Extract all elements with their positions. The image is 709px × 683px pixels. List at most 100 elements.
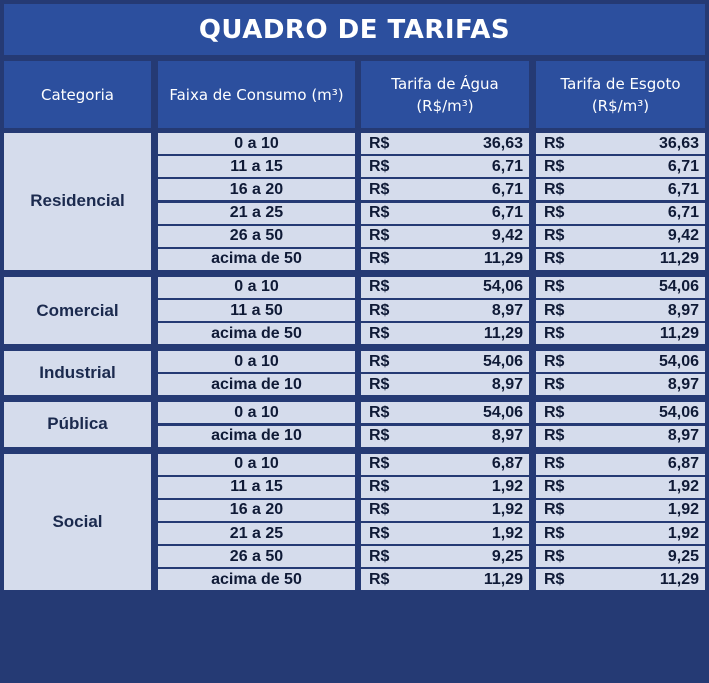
faixa-cell: 26 a 50 [158, 546, 355, 568]
currency-label: R$ [369, 427, 390, 445]
currency-label: R$ [369, 134, 390, 152]
esgoto-tariff-cell: R$ 9,25 [536, 546, 705, 568]
agua-value: 11,29 [483, 570, 523, 588]
agua-value: 9,42 [491, 227, 523, 245]
currency-label: R$ [369, 204, 390, 221]
esgoto-tariff-cell: R$ 1,92 [536, 476, 705, 498]
header-faixa-label: Faixa de Consumo (m³) [169, 85, 344, 104]
header-agua-line2: (R$/m³) [416, 96, 474, 115]
header-agua-line1: Tarifa de Água [391, 74, 499, 93]
esgoto-tariff-cell: R$ 54,06 [536, 276, 705, 298]
esgoto-tariff-cell: R$ 9,42 [536, 225, 705, 247]
agua-tariff-cell: R$ 1,92 [361, 499, 529, 521]
currency-label: R$ [369, 524, 390, 542]
agua-tariff-cell: R$ 9,25 [361, 546, 529, 568]
header-faixa: Faixa de Consumo (m³) [158, 61, 355, 128]
table-title: QUADRO DE TARIFAS [4, 4, 705, 55]
faixa-cell: 0 a 10 [158, 453, 355, 475]
esgoto-value: 6,71 [667, 204, 699, 221]
header-esgoto: Tarifa de Esgoto (R$/m³) [536, 61, 705, 128]
currency-label: R$ [544, 403, 565, 421]
header-agua: Tarifa de Água (R$/m³) [361, 61, 529, 128]
agua-tariff-cell: R$ 11,29 [361, 569, 529, 591]
esgoto-tariff-cell: R$ 6,87 [536, 453, 705, 475]
esgoto-value: 6,71 [667, 157, 699, 175]
currency-label: R$ [544, 250, 565, 268]
esgoto-tariff-cell: R$ 8,97 [536, 374, 705, 396]
agua-value: 8,97 [491, 427, 523, 445]
agua-tariff-cell: R$ 6,71 [361, 179, 529, 201]
agua-tariff-cell: R$ 6,87 [361, 453, 529, 475]
esgoto-value: 8,97 [667, 375, 699, 393]
esgoto-tariff-cell: R$ 54,06 [536, 351, 705, 373]
currency-label: R$ [544, 301, 565, 319]
agua-value: 6,71 [491, 204, 523, 221]
esgoto-value: 9,25 [667, 547, 699, 565]
faixa-cell: 0 a 10 [158, 351, 355, 373]
faixa-cell: acima de 50 [158, 323, 355, 345]
faixa-cell: 0 a 10 [158, 133, 355, 154]
faixa-cell: 21 a 25 [158, 523, 355, 545]
esgoto-tariff-cell: R$ 11,29 [536, 569, 705, 591]
agua-value: 11,29 [483, 250, 523, 268]
esgoto-tariff-cell: R$ 8,97 [536, 300, 705, 322]
esgoto-tariff-cell: R$ 6,71 [536, 179, 705, 201]
currency-label: R$ [369, 250, 390, 268]
currency-label: R$ [369, 403, 390, 421]
esgoto-tariff-cell: R$ 6,71 [536, 156, 705, 178]
agua-value: 54,06 [482, 403, 523, 421]
currency-label: R$ [369, 478, 390, 496]
agua-tariff-cell: R$ 54,06 [361, 402, 529, 424]
currency-label: R$ [544, 478, 565, 496]
esgoto-tariff-cell: R$ 11,29 [536, 248, 705, 270]
category-cell: Residencial [4, 133, 151, 270]
agua-tariff-cell: R$ 11,29 [361, 323, 529, 345]
currency-label: R$ [544, 455, 565, 473]
agua-tariff-cell: R$ 8,97 [361, 300, 529, 322]
agua-value: 11,29 [483, 324, 523, 342]
faixa-cell: 0 a 10 [158, 276, 355, 298]
category-cell: Industrial [4, 351, 151, 396]
esgoto-value: 11,29 [659, 570, 699, 588]
currency-label: R$ [369, 570, 390, 588]
header-esgoto-line2: (R$/m³) [591, 96, 650, 115]
esgoto-value: 54,06 [658, 403, 699, 421]
header-categoria-label: Categoria [40, 85, 114, 104]
esgoto-tariff-cell: R$ 11,29 [536, 323, 705, 345]
faixa-cell: acima de 10 [158, 425, 355, 447]
category-cell: Pública [4, 402, 151, 447]
agua-tariff-cell: R$ 1,92 [361, 523, 529, 545]
agua-tariff-cell: R$ 11,29 [361, 248, 529, 270]
currency-label: R$ [369, 227, 390, 245]
agua-value: 8,97 [491, 375, 523, 393]
faixa-cell: 11 a 15 [158, 476, 355, 498]
esgoto-value: 11,29 [659, 250, 699, 268]
currency-label: R$ [369, 180, 390, 198]
agua-tariff-cell: R$ 54,06 [361, 351, 529, 373]
faixa-cell: 11 a 15 [158, 156, 355, 178]
faixa-cell: 16 a 20 [158, 499, 355, 521]
currency-label: R$ [544, 204, 565, 221]
agua-value: 8,97 [491, 301, 523, 319]
currency-label: R$ [544, 278, 565, 296]
esgoto-tariff-cell: R$ 54,06 [536, 402, 705, 424]
currency-label: R$ [369, 455, 390, 473]
faixa-cell: 0 a 10 [158, 402, 355, 424]
agua-value: 6,87 [491, 455, 523, 473]
currency-label: R$ [544, 180, 565, 198]
agua-value: 36,63 [482, 134, 523, 152]
currency-label: R$ [544, 501, 565, 519]
faixa-cell: acima de 10 [158, 374, 355, 396]
currency-label: R$ [369, 352, 390, 370]
esgoto-tariff-cell: R$ 1,92 [536, 499, 705, 521]
currency-label: R$ [369, 547, 390, 565]
faixa-cell: 21 a 25 [158, 202, 355, 224]
esgoto-value: 6,71 [667, 180, 699, 198]
currency-label: R$ [544, 547, 565, 565]
agua-tariff-cell: R$ 36,63 [361, 133, 529, 154]
currency-label: R$ [544, 134, 565, 152]
agua-value: 54,06 [482, 278, 523, 296]
esgoto-tariff-cell: R$ 36,63 [536, 133, 705, 154]
esgoto-value: 1,92 [667, 524, 699, 542]
